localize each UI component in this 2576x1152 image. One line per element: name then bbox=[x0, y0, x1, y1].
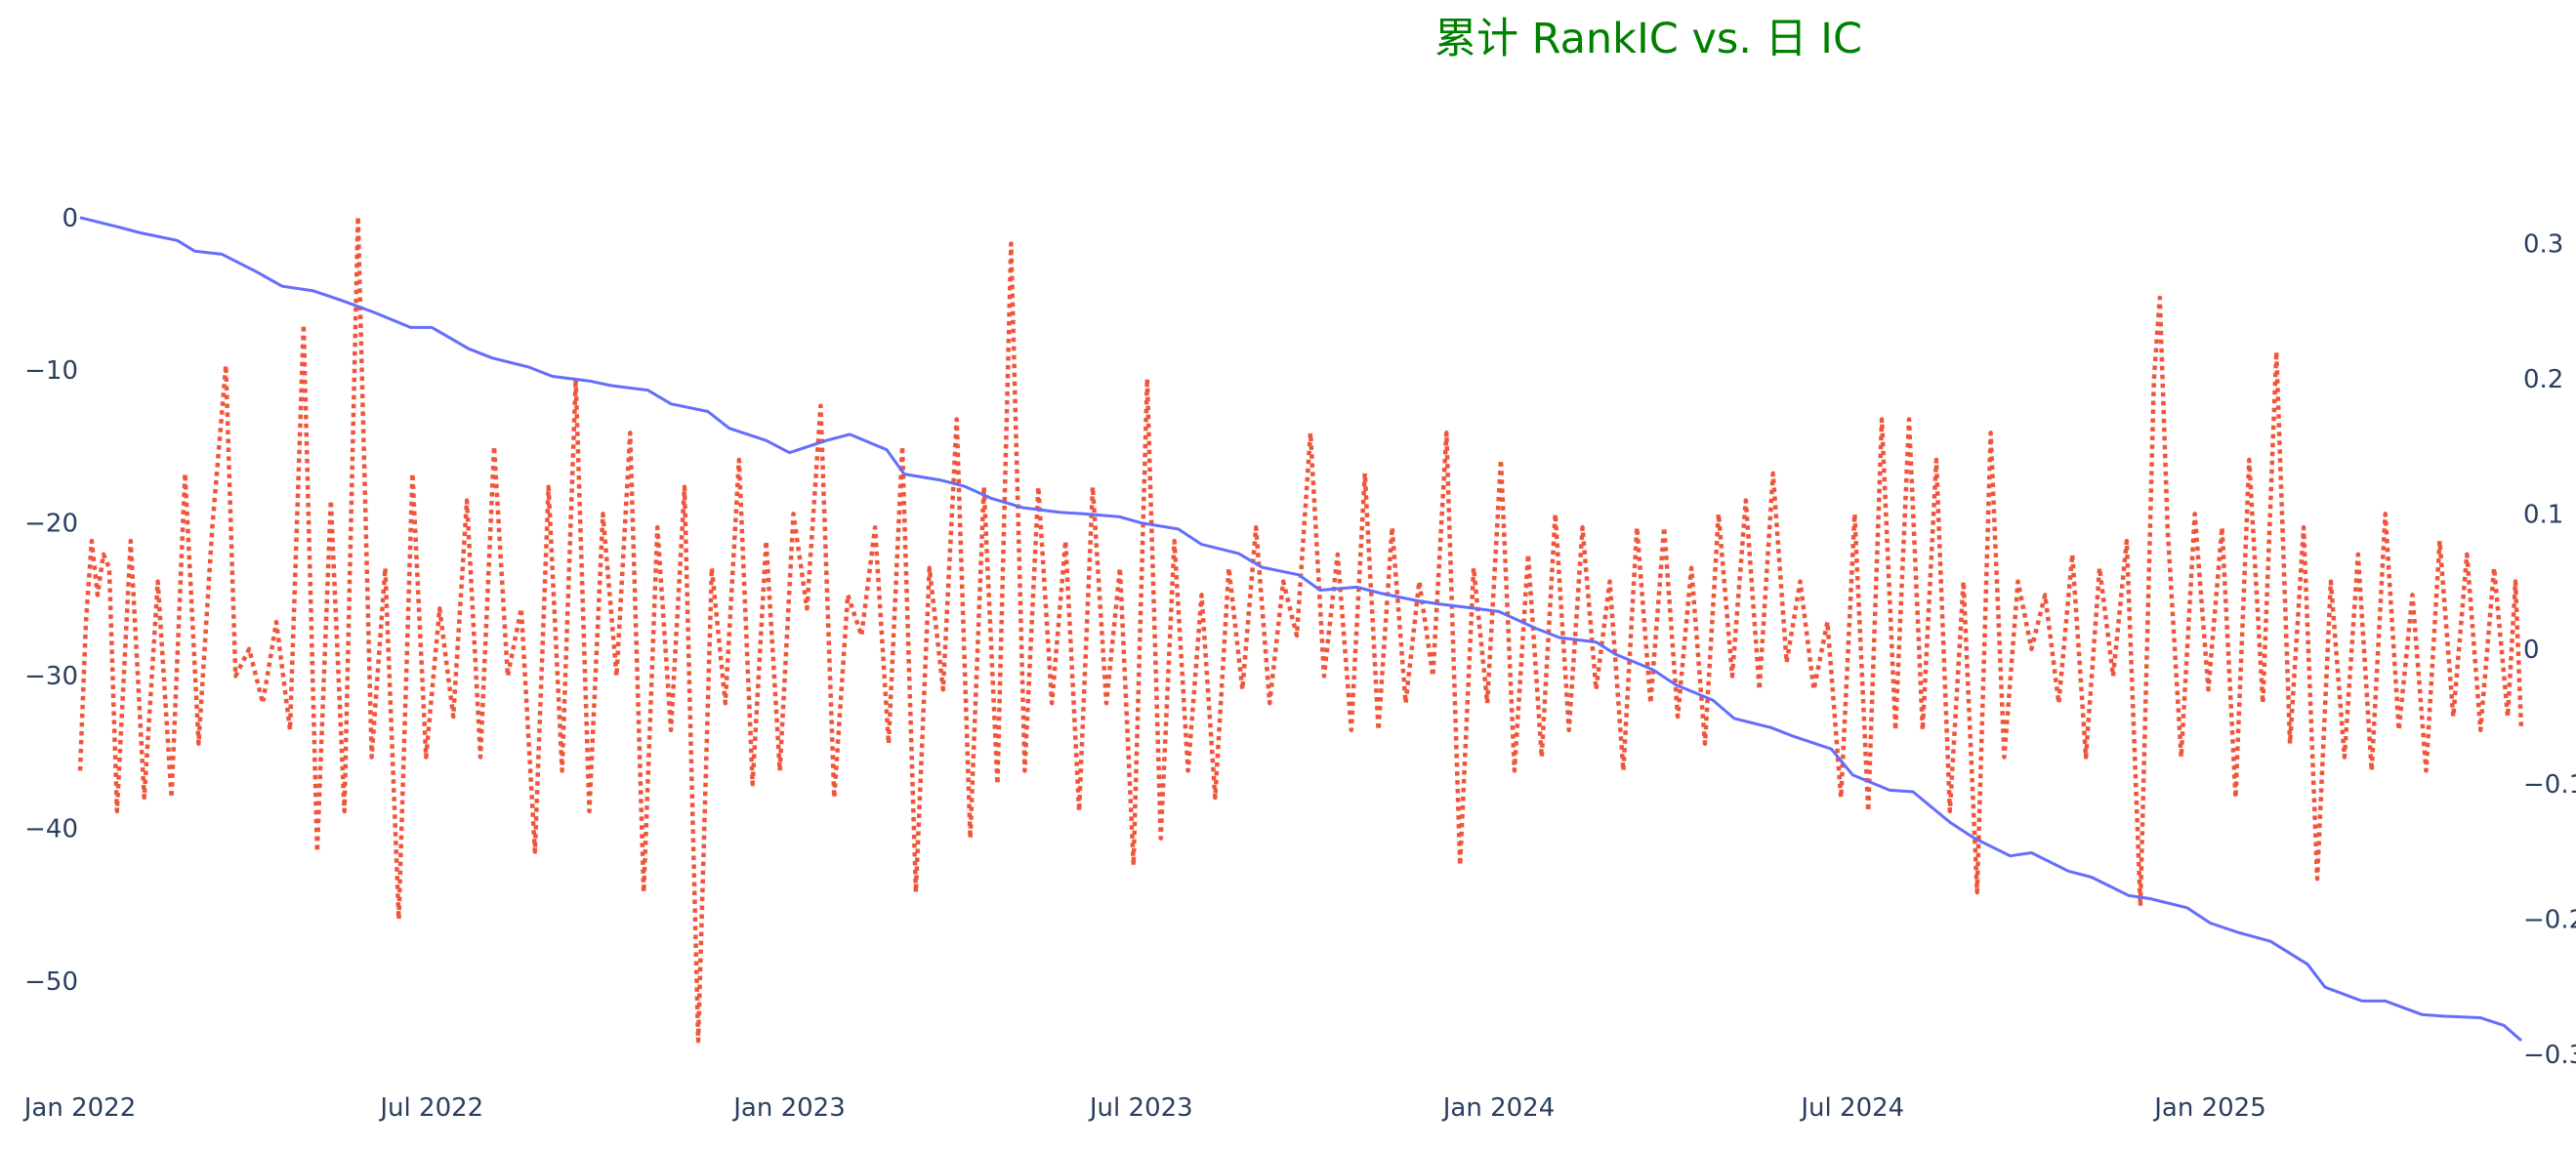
x-tick-label: Jan 2023 bbox=[731, 1093, 846, 1123]
x-tick-label: Jul 2022 bbox=[378, 1093, 483, 1123]
right-y-tick-label: −0.1 bbox=[2523, 770, 2576, 800]
x-tick-label: Jul 2023 bbox=[1088, 1093, 1193, 1123]
left-y-tick-label: −30 bbox=[24, 662, 78, 691]
x-tick-label: Jan 2024 bbox=[1441, 1093, 1556, 1123]
right-y-tick-label: 0.2 bbox=[2523, 365, 2563, 394]
right-y-tick-label: 0 bbox=[2523, 636, 2540, 665]
cumulative-rankic-line bbox=[79, 216, 2522, 1043]
x-tick-label: Jan 2022 bbox=[22, 1093, 137, 1123]
right-y-axis-ticks: 0.3 0.2 0.1 0 −0.1 −0.2 −0.3 bbox=[2523, 230, 2576, 1070]
left-y-axis-ticks: 0 −10 −20 −30 −40 −50 bbox=[24, 204, 78, 997]
x-tick-label: Jul 2024 bbox=[1799, 1093, 1904, 1123]
series-layer bbox=[77, 214, 2524, 1044]
right-y-tick-label: 0.1 bbox=[2523, 500, 2563, 529]
left-y-tick-label: −50 bbox=[24, 967, 78, 997]
right-y-tick-label: −0.3 bbox=[2523, 1041, 2576, 1070]
right-y-tick-label: −0.2 bbox=[2523, 906, 2576, 935]
x-axis-ticks: Jan 2022 Jul 2022 Jan 2023 Jul 2023 Jan 2024… bbox=[22, 1093, 2266, 1123]
x-tick-label: Jan 2025 bbox=[2152, 1093, 2266, 1123]
daily-ic-line bbox=[77, 214, 2524, 1044]
left-y-tick-label: −10 bbox=[24, 356, 78, 386]
left-y-tick-label: −40 bbox=[24, 815, 78, 844]
right-y-tick-label: 0.3 bbox=[2523, 230, 2563, 260]
left-y-tick-label: 0 bbox=[62, 204, 78, 233]
chart-title: 累计 RankIC vs. 日 IC bbox=[1434, 15, 1862, 63]
left-y-tick-label: −20 bbox=[24, 510, 78, 539]
